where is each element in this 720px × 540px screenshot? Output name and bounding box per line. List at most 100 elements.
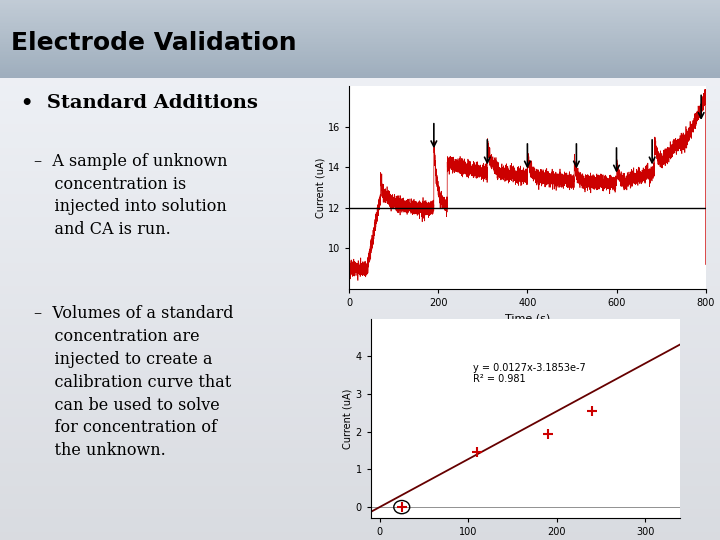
Bar	[0, 55, 720, 56]
Bar	[0, 64, 720, 65]
Bar	[0, 62, 720, 63]
Bar	[0, 12, 720, 13]
Bar	[0, 71, 720, 72]
Bar	[0, 23, 720, 25]
Bar	[0, 424, 720, 432]
Y-axis label: Current (uA): Current (uA)	[343, 388, 353, 449]
Bar	[0, 8, 720, 9]
Bar	[0, 22, 720, 23]
Bar	[0, 525, 720, 532]
Bar	[0, 46, 720, 47]
Bar	[0, 317, 720, 325]
Bar	[0, 209, 720, 217]
Bar	[0, 402, 720, 409]
Bar	[0, 53, 720, 55]
Bar	[0, 109, 720, 117]
Bar	[0, 21, 720, 22]
Bar	[0, 16, 720, 17]
Bar	[0, 278, 720, 286]
Text: •  Standard Additions: • Standard Additions	[21, 94, 258, 112]
Bar	[0, 455, 720, 463]
Bar	[0, 286, 720, 294]
Point	[683, 329, 695, 338]
Bar	[0, 69, 720, 71]
Bar	[0, 102, 720, 109]
Bar	[0, 332, 720, 340]
Bar	[0, 348, 720, 355]
Bar	[0, 263, 720, 271]
Bar	[0, 325, 720, 332]
Bar	[0, 186, 720, 194]
Bar	[0, 386, 720, 394]
Bar	[0, 18, 720, 19]
Bar	[0, 448, 720, 455]
Bar	[0, 171, 720, 178]
Bar	[0, 4, 720, 5]
Bar	[0, 240, 720, 247]
Bar	[0, 409, 720, 417]
Bar	[0, 42, 720, 43]
Bar	[0, 39, 720, 40]
Bar	[0, 0, 720, 1]
Bar	[0, 132, 720, 140]
Bar	[0, 140, 720, 147]
Bar	[0, 31, 720, 32]
Bar	[0, 28, 720, 29]
Bar	[0, 86, 720, 94]
Bar	[0, 65, 720, 66]
Bar	[0, 6, 720, 8]
Bar	[0, 32, 720, 34]
Point	[586, 407, 598, 415]
Y-axis label: Current (uA): Current (uA)	[315, 158, 325, 218]
Bar	[0, 217, 720, 225]
Bar	[0, 30, 720, 31]
Bar	[0, 94, 720, 102]
Bar	[0, 44, 720, 46]
Bar	[0, 17, 720, 18]
Bar	[0, 502, 720, 509]
Bar	[0, 147, 720, 156]
Bar	[0, 440, 720, 448]
Bar	[0, 66, 720, 68]
Bar	[0, 43, 720, 44]
Bar	[0, 48, 720, 50]
Bar	[0, 52, 720, 53]
Bar	[0, 194, 720, 201]
Bar	[0, 309, 720, 317]
Bar	[0, 394, 720, 402]
Bar	[0, 478, 720, 486]
Bar	[0, 178, 720, 186]
Bar	[0, 59, 720, 60]
Bar	[0, 417, 720, 424]
Bar	[0, 232, 720, 240]
Bar	[0, 471, 720, 478]
Bar	[0, 56, 720, 57]
Bar	[0, 532, 720, 540]
Bar	[0, 247, 720, 255]
Bar	[0, 78, 720, 86]
Bar	[0, 72, 720, 73]
Bar	[0, 37, 720, 38]
Bar	[0, 294, 720, 301]
Bar	[0, 13, 720, 15]
Bar	[0, 68, 720, 69]
Text: y = 0.0127x-3.1853e-7
R² = 0.981: y = 0.0127x-3.1853e-7 R² = 0.981	[473, 362, 585, 384]
Bar	[0, 77, 720, 78]
Bar	[0, 255, 720, 263]
Bar	[0, 271, 720, 279]
Bar	[0, 51, 720, 52]
Bar	[0, 25, 720, 26]
Bar	[0, 63, 720, 64]
Bar	[0, 432, 720, 440]
Bar	[0, 509, 720, 517]
Bar	[0, 76, 720, 77]
Bar	[0, 47, 720, 48]
Bar	[0, 363, 720, 370]
Bar	[0, 40, 720, 42]
Bar	[0, 370, 720, 379]
Bar	[0, 124, 720, 132]
Text: –  A sample of unknown
    concentration is
    injected into solution
    and C: – A sample of unknown concentration is i…	[34, 153, 228, 238]
Bar	[0, 5, 720, 6]
Bar	[0, 301, 720, 309]
Bar	[0, 163, 720, 171]
